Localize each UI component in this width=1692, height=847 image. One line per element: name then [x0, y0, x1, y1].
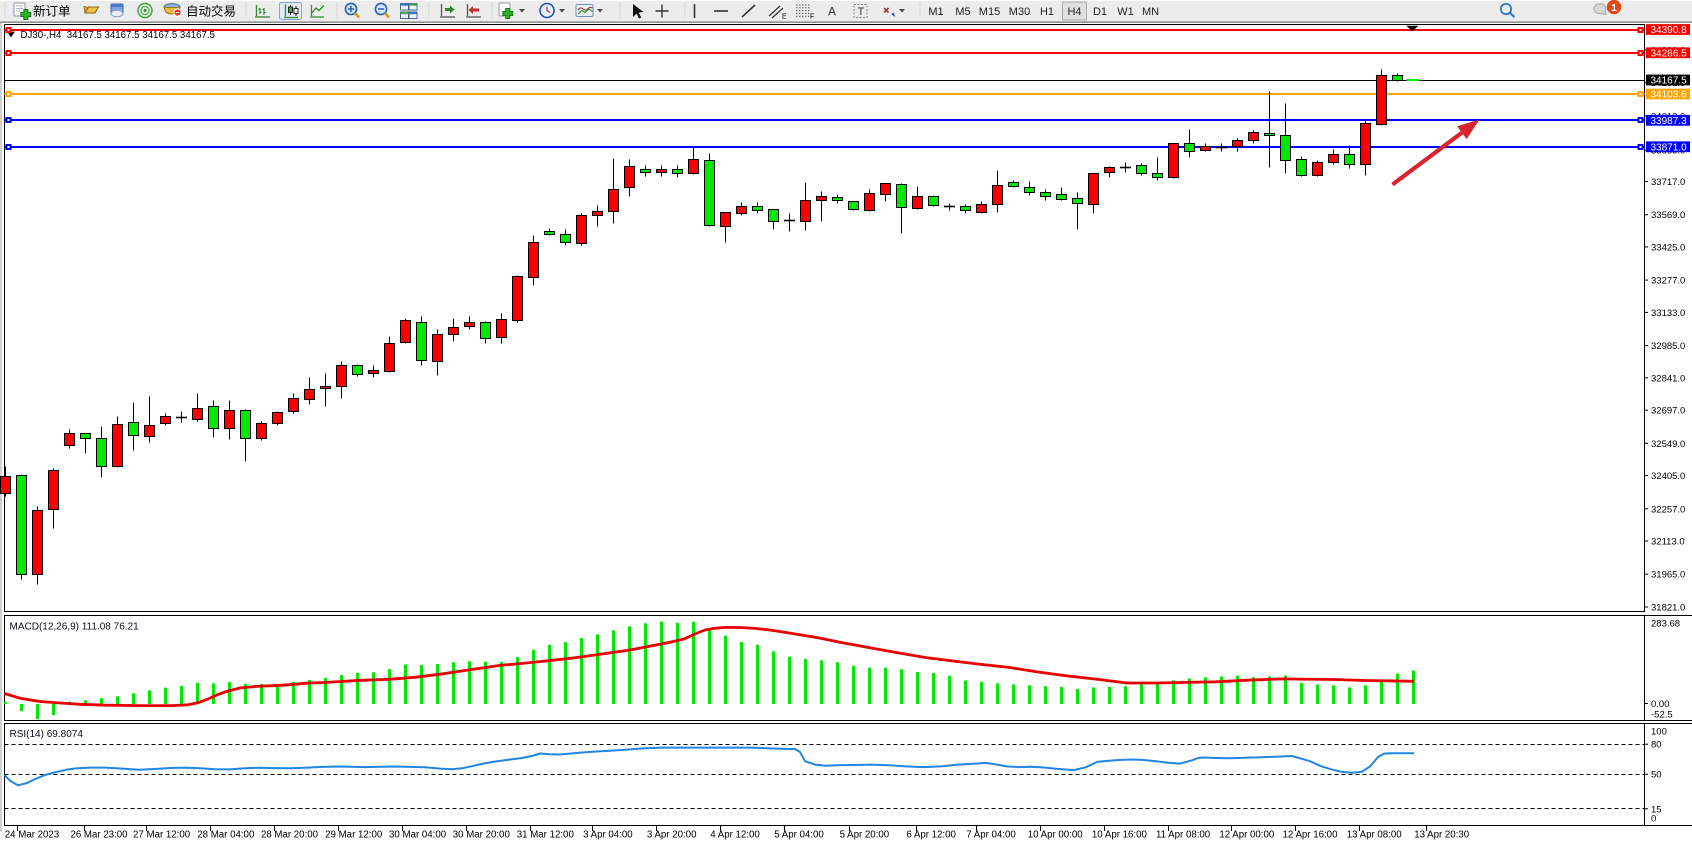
svg-text:RSI(14) 69.8074: RSI(14) 69.8074	[10, 729, 84, 740]
svg-text:33987.3: 33987.3	[1651, 116, 1688, 127]
svg-text:27 Mar 12:00: 27 Mar 12:00	[133, 830, 191, 841]
svg-text:4 Apr 12:00: 4 Apr 12:00	[710, 830, 760, 841]
svg-text:10 Apr 00:00: 10 Apr 00:00	[1028, 830, 1084, 841]
svg-text:H1: H1	[1040, 6, 1054, 18]
svg-text:12 Apr 00:00: 12 Apr 00:00	[1219, 830, 1275, 841]
svg-text:M5: M5	[955, 6, 970, 18]
svg-text:3 Apr 04:00: 3 Apr 04:00	[583, 830, 633, 841]
svg-text:33871.0: 33871.0	[1651, 143, 1688, 154]
svg-text:30 Mar 04:00: 30 Mar 04:00	[389, 830, 447, 841]
svg-text:-52.5: -52.5	[1651, 710, 1673, 721]
svg-text:33277.0: 33277.0	[1651, 276, 1685, 287]
svg-text:80: 80	[1651, 740, 1662, 751]
svg-text:D1: D1	[1093, 6, 1107, 18]
svg-text:M15: M15	[979, 6, 1000, 18]
svg-text:H4: H4	[1067, 6, 1081, 18]
svg-text:28 Mar 04:00: 28 Mar 04:00	[197, 830, 255, 841]
svg-text:6 Apr 12:00: 6 Apr 12:00	[906, 830, 956, 841]
svg-text:24 Mar 2023: 24 Mar 2023	[5, 830, 59, 841]
svg-text:12 Apr 16:00: 12 Apr 16:00	[1283, 830, 1339, 841]
svg-text:50: 50	[1651, 770, 1662, 781]
svg-text:33133.0: 33133.0	[1651, 308, 1685, 319]
svg-text:1: 1	[1611, 2, 1617, 14]
svg-text:15: 15	[1651, 804, 1662, 815]
svg-text:F: F	[810, 14, 814, 21]
svg-text:33569.0: 33569.0	[1651, 210, 1685, 221]
svg-text:30 Mar 20:00: 30 Mar 20:00	[453, 830, 511, 841]
svg-text:29 Mar 12:00: 29 Mar 12:00	[325, 830, 383, 841]
svg-text:M1: M1	[928, 6, 943, 18]
svg-text:32549.0: 32549.0	[1651, 439, 1685, 450]
svg-text:5 Apr 04:00: 5 Apr 04:00	[774, 830, 824, 841]
svg-text:32257.0: 32257.0	[1651, 504, 1685, 515]
svg-text:10 Apr 16:00: 10 Apr 16:00	[1092, 830, 1148, 841]
svg-text:W1: W1	[1117, 6, 1134, 18]
svg-text:新订单: 新订单	[33, 4, 71, 19]
svg-text:A: A	[828, 5, 836, 19]
svg-text:100: 100	[1651, 727, 1667, 738]
svg-text:T: T	[858, 6, 865, 18]
svg-text:33425.0: 33425.0	[1651, 242, 1685, 253]
svg-text:0.00: 0.00	[1651, 699, 1670, 710]
svg-text:32841.0: 32841.0	[1651, 373, 1685, 384]
svg-text:283.68: 283.68	[1651, 619, 1680, 630]
svg-text:34390.8: 34390.8	[1651, 25, 1688, 36]
svg-text:33717.0: 33717.0	[1651, 177, 1685, 188]
svg-text:DJ30-,H4 34167.5 34167.5 3416: DJ30-,H4 34167.5 34167.5 34167.5 34167.5	[21, 30, 215, 41]
svg-text:自动交易: 自动交易	[186, 4, 236, 19]
svg-text:28 Mar 20:00: 28 Mar 20:00	[261, 830, 319, 841]
svg-text:34103.6: 34103.6	[1651, 90, 1688, 101]
svg-text:0: 0	[1651, 814, 1656, 825]
svg-text:11 Apr 08:00: 11 Apr 08:00	[1156, 830, 1211, 841]
svg-text:34167.5: 34167.5	[1651, 76, 1688, 87]
svg-text:7 Apr 04:00: 7 Apr 04:00	[966, 830, 1016, 841]
svg-text:26 Mar 23:00: 26 Mar 23:00	[70, 830, 128, 841]
svg-text:E: E	[782, 14, 787, 21]
svg-text:34286.5: 34286.5	[1651, 49, 1688, 60]
svg-text:5 Apr 20:00: 5 Apr 20:00	[840, 830, 890, 841]
svg-text:32697.0: 32697.0	[1651, 406, 1685, 417]
svg-text:3 Apr 20:00: 3 Apr 20:00	[647, 830, 697, 841]
svg-text:M30: M30	[1009, 6, 1030, 18]
svg-text:32985.0: 32985.0	[1651, 341, 1685, 352]
svg-text:13 Apr 08:00: 13 Apr 08:00	[1347, 830, 1403, 841]
svg-text:31965.0: 31965.0	[1651, 570, 1685, 581]
svg-text:32405.0: 32405.0	[1651, 471, 1685, 482]
svg-text:31821.0: 31821.0	[1651, 603, 1685, 614]
svg-text:MACD(12,26,9) 111.08 76.21: MACD(12,26,9) 111.08 76.21	[10, 622, 140, 633]
svg-text:MN: MN	[1142, 6, 1159, 18]
svg-text:13 Apr 20:30: 13 Apr 20:30	[1414, 830, 1470, 841]
svg-text:31 Mar 12:00: 31 Mar 12:00	[517, 830, 575, 841]
svg-text:32113.0: 32113.0	[1651, 537, 1685, 548]
